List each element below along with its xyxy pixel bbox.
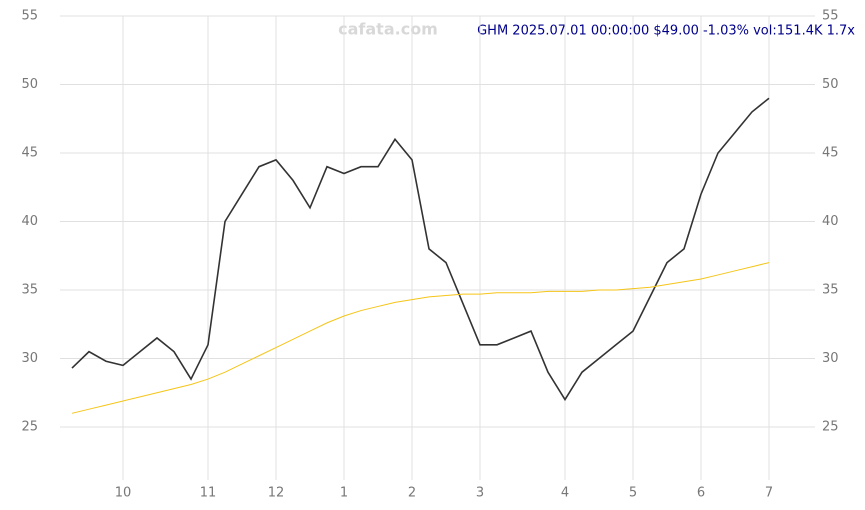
y-tick-label: 40 [21, 214, 38, 229]
x-tick-label: 6 [697, 486, 705, 501]
y-tick-label-right: 30 [822, 351, 839, 366]
y-tick-label: 50 [21, 77, 38, 92]
x-tick-label: 1 [340, 486, 348, 501]
x-tick-label: 10 [115, 486, 132, 501]
x-tick-label: 11 [200, 486, 217, 501]
y-tick-label: 25 [21, 420, 38, 435]
chart-title: GHM 2025.07.01 00:00:00 $49.00 -1.03% vo… [477, 24, 855, 39]
y-tick-label-right: 45 [822, 146, 839, 161]
x-tick-label: 2 [408, 486, 416, 501]
y-tick-label: 30 [21, 351, 38, 366]
x-tick-label: 7 [765, 486, 773, 501]
y-tick-label-right: 25 [822, 420, 839, 435]
x-tick-label: 12 [268, 486, 285, 501]
y-tick-label-right: 40 [822, 214, 839, 229]
y-tick-label: 45 [21, 146, 38, 161]
y-tick-label: 55 [21, 9, 38, 24]
x-tick-label: 5 [629, 486, 637, 501]
y-tick-label-right: 50 [822, 77, 839, 92]
x-tick-label: 3 [476, 486, 484, 501]
y-tick-label: 35 [21, 283, 38, 298]
x-tick-label: 4 [561, 486, 569, 501]
y-tick-label-right: 55 [822, 9, 839, 24]
watermark: cafata.com [338, 20, 438, 39]
price-line [71, 262, 770, 414]
price-line [71, 97, 770, 402]
y-tick-label-right: 35 [822, 283, 839, 298]
